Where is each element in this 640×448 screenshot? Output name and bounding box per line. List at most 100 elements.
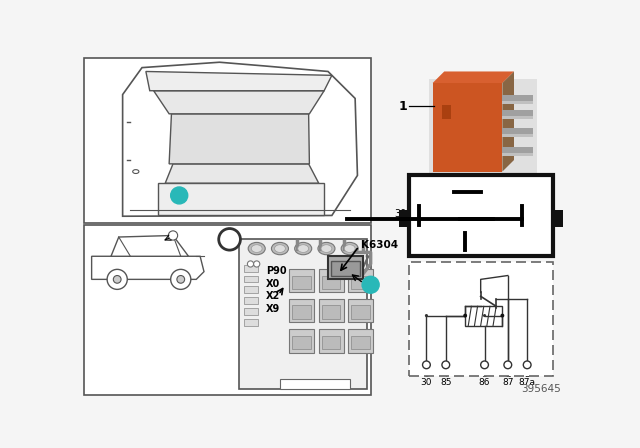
Bar	[319, 299, 344, 322]
Text: 8: 8	[482, 370, 488, 379]
Bar	[84, 58, 371, 223]
Text: 87: 87	[502, 378, 513, 387]
Circle shape	[425, 314, 428, 317]
Ellipse shape	[132, 170, 139, 173]
Text: 87a: 87a	[518, 378, 536, 387]
Circle shape	[463, 314, 467, 318]
Bar	[502, 101, 533, 104]
Text: P90: P90	[266, 266, 287, 276]
Bar	[502, 116, 533, 119]
Bar	[410, 176, 553, 256]
Circle shape	[219, 228, 241, 250]
Circle shape	[177, 276, 184, 283]
Bar	[292, 276, 311, 289]
Circle shape	[253, 261, 260, 267]
Circle shape	[362, 276, 379, 293]
Ellipse shape	[341, 242, 358, 255]
Circle shape	[168, 231, 178, 240]
Bar	[502, 110, 533, 119]
Text: 395645: 395645	[521, 384, 561, 395]
Circle shape	[171, 269, 191, 289]
Text: 87a: 87a	[462, 209, 481, 219]
Text: 5: 5	[524, 370, 530, 379]
Ellipse shape	[252, 245, 262, 252]
Polygon shape	[169, 114, 309, 164]
Bar	[319, 269, 344, 293]
Text: X9: X9	[266, 304, 280, 314]
Circle shape	[500, 314, 504, 318]
Ellipse shape	[344, 245, 355, 252]
Bar	[289, 299, 314, 322]
Bar	[322, 336, 340, 349]
Bar	[244, 286, 259, 293]
Text: 30: 30	[395, 209, 407, 219]
Bar	[410, 262, 553, 375]
Bar	[289, 269, 314, 293]
Bar	[348, 269, 373, 293]
Bar	[280, 379, 349, 389]
Polygon shape	[502, 72, 514, 172]
Text: 86: 86	[460, 234, 472, 244]
Circle shape	[504, 361, 511, 369]
Ellipse shape	[275, 245, 285, 252]
Text: 2: 2	[171, 233, 175, 238]
Polygon shape	[92, 256, 204, 280]
Bar	[502, 134, 533, 137]
Bar	[502, 153, 533, 156]
Bar	[429, 79, 537, 179]
Bar	[442, 105, 451, 119]
Polygon shape	[433, 83, 502, 172]
Text: 85: 85	[520, 209, 532, 219]
Text: 87: 87	[461, 182, 474, 192]
Polygon shape	[111, 236, 189, 256]
Bar	[292, 336, 311, 349]
Bar	[553, 210, 563, 227]
Polygon shape	[123, 62, 358, 216]
Bar	[244, 319, 259, 326]
Polygon shape	[433, 72, 514, 83]
Circle shape	[113, 276, 121, 283]
Text: 4: 4	[443, 370, 449, 379]
Bar	[244, 265, 259, 271]
Bar	[502, 128, 533, 137]
Ellipse shape	[271, 242, 289, 255]
Bar	[331, 261, 360, 276]
Bar	[244, 297, 259, 304]
Bar	[292, 305, 311, 319]
Text: 2: 2	[505, 370, 511, 379]
Circle shape	[171, 187, 188, 204]
Bar	[348, 329, 373, 353]
Polygon shape	[154, 91, 324, 114]
Bar	[351, 276, 370, 289]
Circle shape	[481, 361, 488, 369]
Bar	[289, 329, 314, 353]
Bar	[239, 239, 367, 389]
Bar	[465, 306, 502, 326]
Ellipse shape	[248, 242, 265, 255]
Text: 1: 1	[399, 99, 408, 112]
Text: X2: X2	[266, 291, 280, 302]
Bar	[84, 225, 371, 395]
Text: 501446001: 501446001	[289, 379, 340, 388]
Bar	[244, 308, 259, 315]
Circle shape	[248, 261, 253, 267]
Text: 2: 2	[224, 232, 235, 247]
Ellipse shape	[298, 245, 308, 252]
Circle shape	[483, 314, 486, 317]
Circle shape	[442, 361, 450, 369]
Bar	[319, 329, 344, 353]
Text: K6304: K6304	[362, 240, 399, 250]
Polygon shape	[146, 72, 332, 91]
Text: 30: 30	[420, 378, 432, 387]
Text: 1: 1	[366, 278, 375, 291]
Text: X0: X0	[266, 279, 280, 289]
Bar	[351, 305, 370, 319]
Text: 6: 6	[424, 370, 429, 379]
Circle shape	[107, 269, 127, 289]
Bar	[502, 147, 533, 156]
Text: 1: 1	[175, 189, 184, 202]
Bar	[322, 305, 340, 319]
Polygon shape	[165, 164, 319, 183]
Ellipse shape	[318, 242, 335, 255]
Bar	[502, 95, 533, 104]
